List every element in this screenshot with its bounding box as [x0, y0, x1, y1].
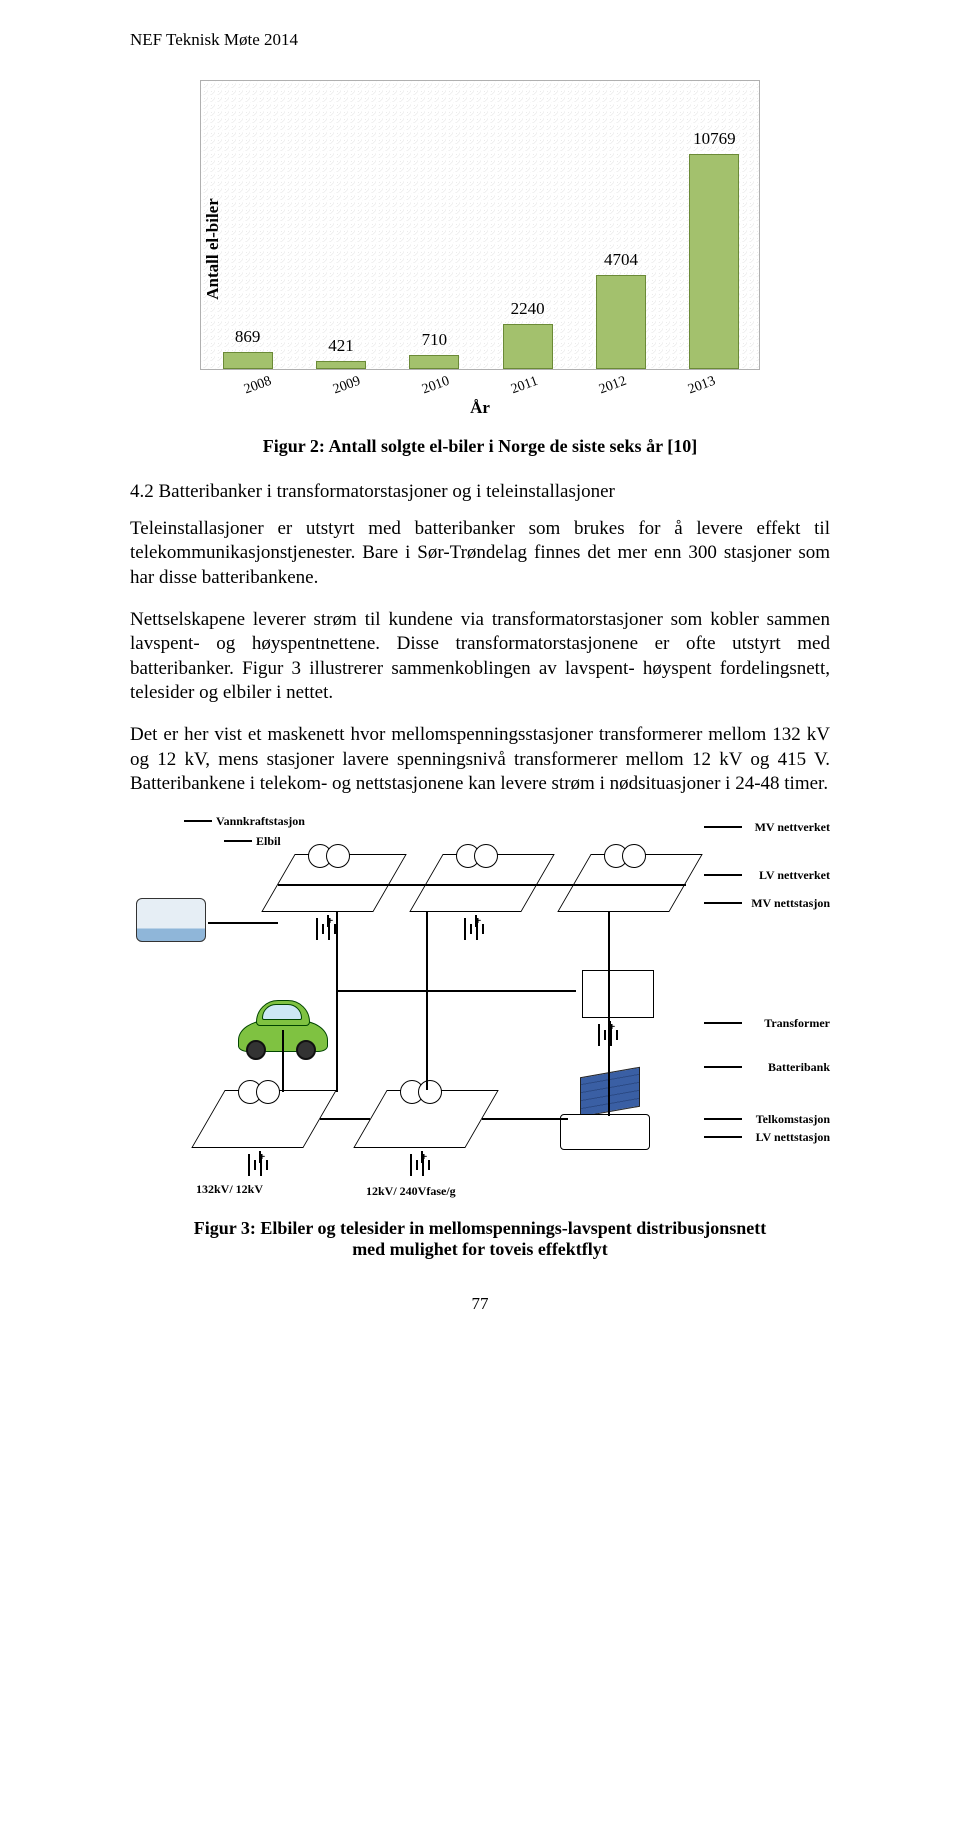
trafo-symbol	[456, 844, 500, 868]
chart-bar: 710	[409, 355, 459, 369]
leg-line	[704, 1066, 742, 1068]
net-line	[282, 1030, 284, 1092]
chart-xaxis: 200820092010201120122013	[200, 378, 760, 394]
label-telkom: Telkomstasjon	[756, 1112, 830, 1127]
chart-bar-value: 10769	[693, 129, 736, 149]
bar-chart: Antall el-biler 8694217102240470410769 2…	[200, 80, 760, 418]
legend-arrow	[184, 820, 212, 822]
trafo-symbol	[238, 1080, 282, 1104]
label-132-12: 132kV/ 12kV	[196, 1182, 263, 1197]
chart-xtick: 2012	[597, 374, 629, 399]
net-line	[336, 990, 576, 992]
label-lv-nett: LV nettverket	[759, 868, 830, 883]
paragraph-1: Teleinstallasjoner er utstyrt med batter…	[130, 517, 830, 590]
chart-bar: 4704	[596, 275, 646, 369]
battery-symbol: +−	[404, 1154, 438, 1176]
chart-xtick: 2009	[331, 374, 363, 399]
net-line	[278, 884, 686, 886]
net-line	[320, 1118, 370, 1120]
net-line	[426, 912, 428, 1090]
trafo-symbol	[604, 844, 648, 868]
chart-bar: 421	[316, 361, 366, 369]
figure2-caption: Figur 2: Antall solgte el-biler i Norge …	[130, 436, 830, 457]
trafo-symbol	[400, 1080, 444, 1104]
solar-panel-icon	[580, 1067, 640, 1118]
chart-bar: 869	[223, 352, 273, 369]
figure3-caption-l1: Figur 3: Elbiler og telesider in melloms…	[194, 1218, 767, 1238]
chart-bar-value: 4704	[604, 250, 638, 270]
label-12-240: 12kV/ 240Vfase/g	[366, 1184, 456, 1199]
label-lv-stasjon: LV nettstasjon	[756, 1130, 830, 1145]
chart-xtick: 2008	[242, 374, 274, 399]
hydro-icon	[136, 898, 206, 942]
paragraph-3: Det er her vist et maskenett hvor mellom…	[130, 723, 830, 796]
page-number: 77	[130, 1294, 830, 1314]
leg-line	[704, 826, 742, 828]
leg-line	[704, 874, 742, 876]
net-line	[482, 1118, 568, 1120]
chart-bar-value: 869	[235, 327, 261, 347]
label-transformer: Transformer	[764, 1016, 830, 1031]
grid-diagram: Vannkraftstasjon Elbil MV nettverket LV …	[130, 814, 830, 1204]
chart-bar: 2240	[503, 324, 553, 369]
label-mv-stasjon: MV nettstasjon	[751, 896, 830, 911]
label-elbil: Elbil	[256, 834, 281, 849]
chart-bar: 10769	[689, 154, 739, 369]
paragraph-2: Nettselskapene leverer strøm til kundene…	[130, 608, 830, 705]
chart-bar-value: 710	[422, 330, 448, 350]
chart-plot-area: 869 421 710 2240 4704 10769	[200, 80, 760, 370]
chart-xtick: 2010	[420, 374, 452, 399]
legend-arrow-2	[224, 840, 252, 842]
page-header: NEF Teknisk Møte 2014	[130, 30, 830, 50]
chart-bar-value: 421	[328, 336, 354, 356]
battery-symbol: +−	[242, 1154, 276, 1176]
chart-xlabel: År	[200, 398, 760, 418]
leg-line	[704, 1022, 742, 1024]
telkom-station	[560, 1114, 650, 1150]
label-mv-nett: MV nettverket	[755, 820, 830, 835]
label-batteribank: Batteribank	[768, 1060, 830, 1075]
leg-line	[704, 1136, 742, 1138]
battery-symbol: +−	[458, 918, 492, 940]
net-line	[336, 912, 338, 1092]
chart-xtick: 2013	[686, 374, 718, 399]
section-title: 4.2 Batteribanker i transformatorstasjon…	[130, 481, 830, 503]
figure3-caption: Figur 3: Elbiler og telesider in melloms…	[130, 1218, 830, 1260]
battery-symbol: +−	[310, 918, 344, 940]
figure3-caption-l2: med mulighet for toveis effektflyt	[352, 1239, 608, 1259]
mv-small-station	[582, 970, 654, 1018]
chart-bar-value: 2240	[511, 299, 545, 319]
leg-line	[704, 1118, 742, 1120]
net-line	[608, 912, 610, 1116]
trafo-symbol	[308, 844, 352, 868]
chart-xtick: 2011	[509, 374, 540, 398]
net-line	[208, 922, 278, 924]
leg-line	[704, 902, 742, 904]
label-vannkraft: Vannkraftstasjon	[216, 814, 305, 829]
